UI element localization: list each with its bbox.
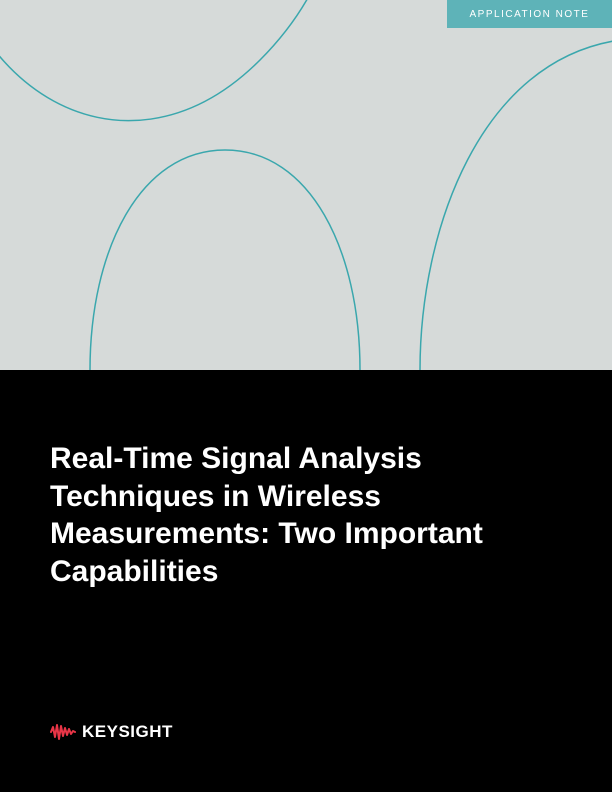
- top-graphic-section: APPLICATION NOTE: [0, 0, 612, 370]
- page-title: Real-Time Signal Analysis Techniques in …: [50, 440, 562, 590]
- decorative-curves: [0, 0, 612, 370]
- header-label: APPLICATION NOTE: [470, 9, 590, 20]
- brand-name: KEYSIGHT: [82, 722, 173, 742]
- brand-logo: KEYSIGHT: [50, 722, 173, 742]
- bottom-title-section: Real-Time Signal Analysis Techniques in …: [0, 370, 612, 792]
- keysight-wave-icon: [50, 723, 76, 741]
- header-badge: APPLICATION NOTE: [447, 0, 612, 28]
